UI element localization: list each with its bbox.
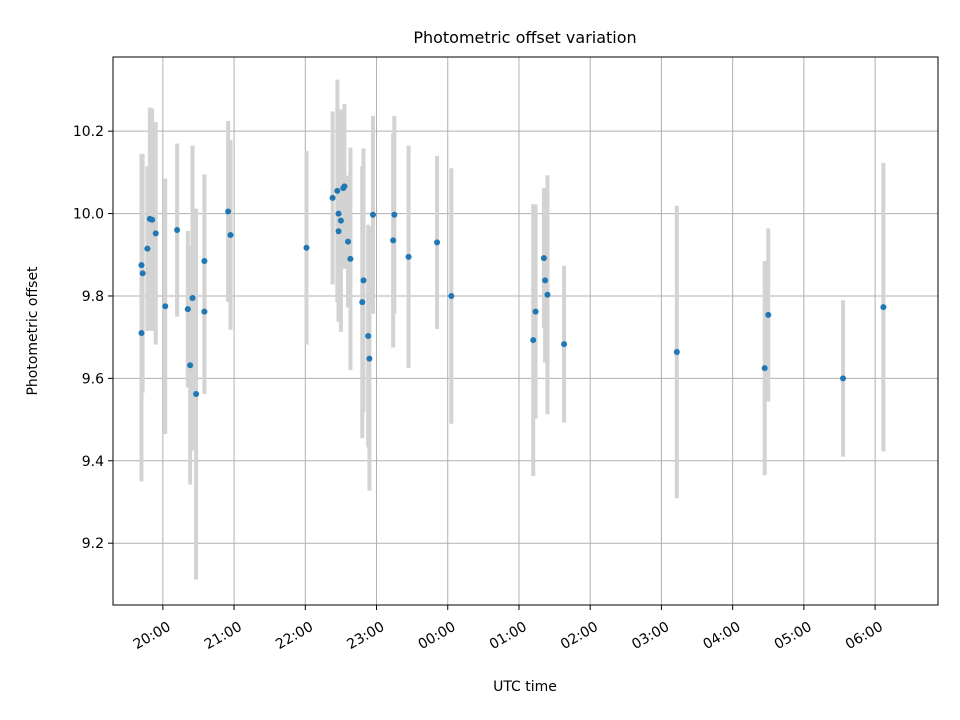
y-tick-label: 10.2	[73, 124, 104, 140]
data-point	[391, 211, 398, 218]
data-point	[448, 292, 455, 299]
data-point	[840, 375, 847, 382]
data-point	[673, 349, 680, 356]
data-point	[139, 270, 146, 277]
data-point	[329, 194, 336, 201]
data-point	[359, 299, 366, 306]
x-axis-label: UTC time	[493, 679, 557, 695]
plot-frame	[112, 56, 939, 606]
data-point	[561, 341, 568, 348]
data-point	[369, 211, 376, 218]
data-point	[193, 391, 200, 398]
grid-lines	[113, 57, 938, 605]
data-point	[880, 304, 887, 311]
data-point	[544, 291, 551, 298]
y-tick-label: 9.6	[82, 371, 104, 387]
data-point	[347, 255, 354, 262]
data-point	[303, 244, 310, 251]
data-point	[405, 253, 412, 260]
data-point	[201, 257, 208, 264]
data-point	[360, 277, 367, 284]
data-point	[765, 311, 772, 318]
data-points	[138, 183, 887, 398]
y-tick-label: 10.0	[73, 207, 104, 223]
data-point	[187, 362, 194, 369]
data-point	[434, 239, 441, 246]
data-point	[227, 231, 234, 238]
data-point	[201, 308, 208, 315]
data-point	[152, 230, 159, 237]
data-point	[225, 208, 232, 215]
data-point	[189, 295, 196, 302]
data-point	[540, 255, 547, 262]
data-point	[365, 332, 372, 339]
data-point	[174, 227, 181, 234]
data-point	[162, 303, 169, 310]
y-tick-label: 9.2	[82, 536, 104, 552]
data-point	[341, 183, 348, 190]
data-point	[335, 210, 342, 217]
data-point	[366, 355, 373, 362]
chart-title: Photometric offset variation	[413, 28, 636, 47]
data-point	[334, 187, 341, 194]
data-point	[337, 217, 344, 224]
data-point	[532, 308, 539, 315]
data-point	[542, 277, 549, 284]
data-point	[761, 365, 768, 372]
data-point	[345, 238, 352, 245]
data-point	[149, 216, 156, 223]
data-point	[335, 228, 342, 235]
y-tick-label: 9.8	[82, 289, 104, 305]
data-point	[530, 337, 537, 344]
data-point	[138, 330, 145, 337]
y-axis-label: Photometric offset	[25, 266, 41, 396]
data-point	[144, 245, 151, 252]
y-tick-label: 9.4	[82, 454, 104, 470]
y-axis-ticks: 9.2 9.4 9.6 9.8 10.0 10.2	[73, 124, 113, 552]
data-point	[390, 237, 397, 244]
data-point	[138, 262, 145, 269]
data-point	[184, 306, 191, 313]
